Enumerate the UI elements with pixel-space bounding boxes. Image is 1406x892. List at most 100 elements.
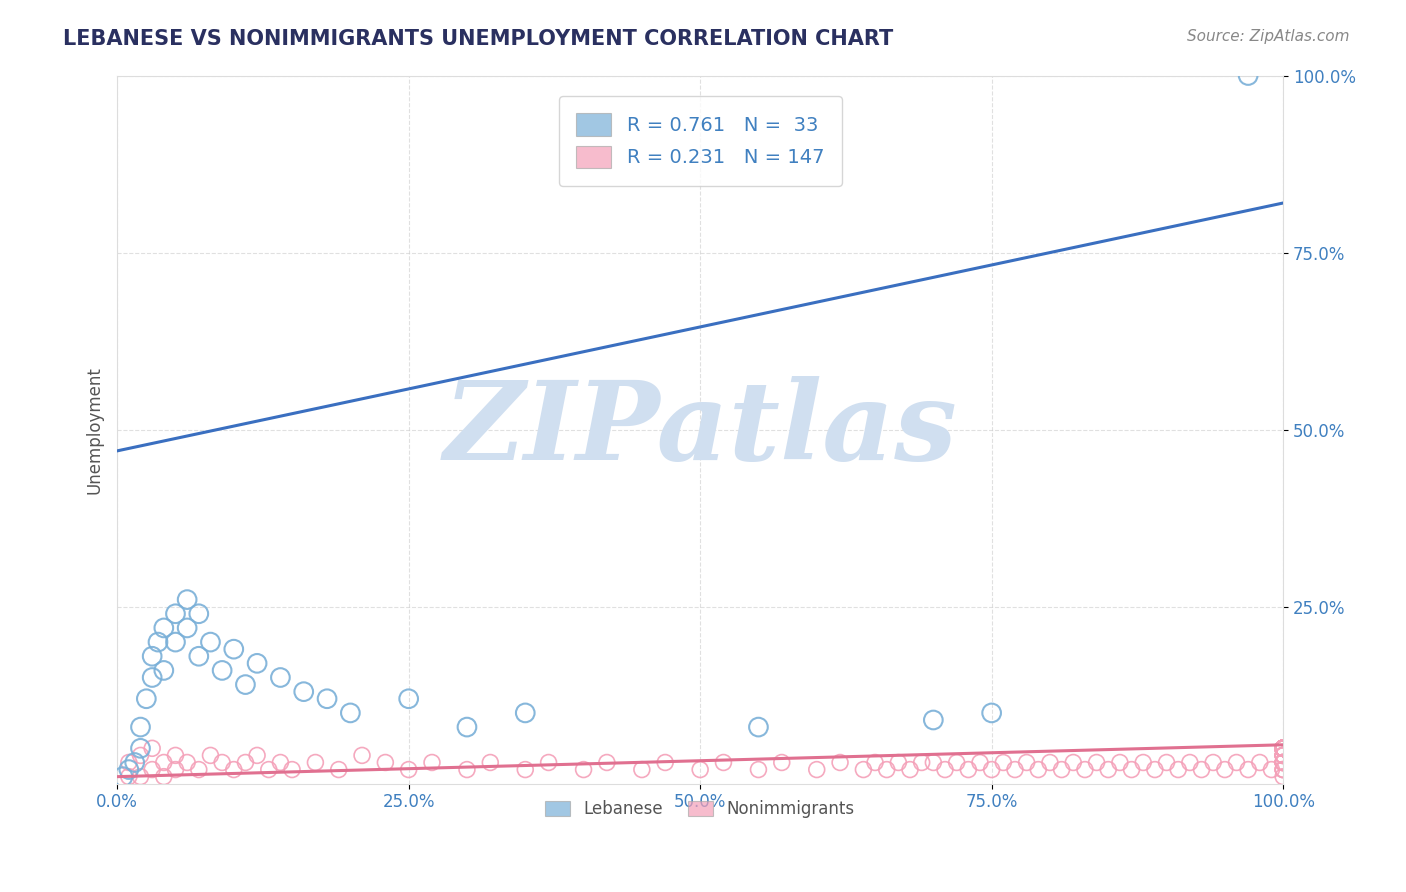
Point [269,671,291,685]
Point [934,763,956,777]
Point [1015,756,1038,770]
Point [129,770,152,784]
Point [1272,756,1295,770]
Point [654,756,676,770]
Point [1272,741,1295,756]
Point [1178,756,1201,770]
Point [945,756,967,770]
Point [398,691,420,706]
Point [1202,756,1225,770]
Point [1225,756,1247,770]
Point [339,706,361,720]
Point [537,756,560,770]
Point [980,706,1002,720]
Point [911,756,934,770]
Point [1272,741,1295,756]
Point [1272,741,1295,756]
Point [146,635,169,649]
Point [1167,763,1189,777]
Point [1237,69,1260,83]
Point [1272,741,1295,756]
Point [165,748,187,763]
Point [129,720,152,734]
Point [1272,741,1295,756]
Point [1272,741,1295,756]
Point [1272,741,1295,756]
Y-axis label: Unemployment: Unemployment [86,366,103,493]
Text: Source: ZipAtlas.com: Source: ZipAtlas.com [1187,29,1350,44]
Text: LEBANESE VS NONIMMIGRANTS UNEMPLOYMENT CORRELATION CHART: LEBANESE VS NONIMMIGRANTS UNEMPLOYMENT C… [63,29,894,48]
Point [887,756,910,770]
Point [176,621,198,635]
Point [806,763,828,777]
Point [153,621,176,635]
Point [993,756,1015,770]
Point [922,713,945,727]
Point [713,756,735,770]
Point [111,770,134,784]
Point [1272,741,1295,756]
Point [1272,748,1295,763]
Point [1272,741,1295,756]
Point [1272,748,1295,763]
Point [1026,763,1049,777]
Point [770,756,793,770]
Point [118,770,141,784]
Point [235,756,257,770]
Point [1272,741,1295,756]
Point [1272,741,1295,756]
Point [1272,741,1295,756]
Point [1272,741,1295,756]
Point [1143,763,1166,777]
Point [1272,741,1295,756]
Point [1272,741,1295,756]
Point [1272,741,1295,756]
Point [1272,741,1295,756]
Point [1272,741,1295,756]
Point [211,664,233,678]
Point [281,763,304,777]
Point [1272,741,1295,756]
Point [1272,748,1295,763]
Point [876,763,898,777]
Point [1272,741,1295,756]
Point [200,635,222,649]
Point [1097,763,1119,777]
Point [1272,741,1295,756]
Point [515,706,537,720]
Point [1272,741,1295,756]
Point [118,763,141,777]
Point [304,756,326,770]
Point [1272,741,1295,756]
Point [141,741,163,756]
Point [1272,741,1295,756]
Point [246,657,269,671]
Point [1213,763,1236,777]
Point [153,756,176,770]
Point [1272,741,1295,756]
Text: ZIPatlas: ZIPatlas [443,376,957,483]
Point [980,763,1002,777]
Point [235,677,257,691]
Point [1272,763,1295,777]
Point [165,607,187,621]
Point [246,748,269,763]
Point [1272,741,1295,756]
Point [129,748,152,763]
Point [1074,763,1097,777]
Point [350,748,373,763]
Point [572,763,595,777]
Point [1272,741,1295,756]
Point [1039,756,1062,770]
Point [124,756,146,770]
Point [187,763,209,777]
Point [1272,756,1295,770]
Point [1272,741,1295,756]
Point [1272,741,1295,756]
Point [1272,763,1295,777]
Point [187,607,209,621]
Point [1109,756,1132,770]
Point [1272,741,1295,756]
Point [129,741,152,756]
Point [1004,763,1026,777]
